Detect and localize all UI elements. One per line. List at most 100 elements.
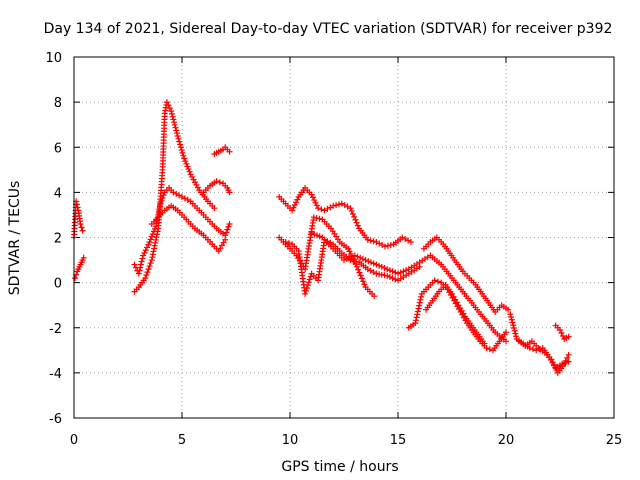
data-point <box>224 226 231 233</box>
data-point <box>373 261 380 268</box>
data-point <box>486 346 493 353</box>
data-point <box>172 124 179 131</box>
data-point <box>413 314 420 321</box>
series-track-j <box>282 236 423 297</box>
data-point <box>418 293 425 300</box>
data-point <box>330 202 337 209</box>
data-point <box>80 254 87 261</box>
data-point <box>368 259 374 266</box>
data-point <box>512 330 519 337</box>
data-point <box>136 267 143 274</box>
data-point <box>186 168 193 175</box>
data-point <box>513 333 520 340</box>
data-point <box>303 288 310 295</box>
data-point <box>412 317 419 324</box>
data-point <box>285 240 292 247</box>
data-point <box>177 141 184 148</box>
data-point <box>353 258 360 265</box>
data-point <box>356 269 363 276</box>
data-point <box>349 253 356 260</box>
data-point <box>170 116 177 123</box>
data-point <box>290 204 297 211</box>
data-point <box>308 229 315 236</box>
data-point <box>382 243 389 250</box>
data-point <box>147 260 154 267</box>
series-track-e <box>148 202 229 255</box>
data-point <box>562 357 569 364</box>
data-point <box>558 330 565 337</box>
y-tick-label: 10 <box>45 51 62 66</box>
series-track-c <box>131 184 233 277</box>
data-point <box>305 279 312 286</box>
data-point <box>289 207 296 214</box>
data-point <box>308 191 315 198</box>
data-point <box>415 305 422 312</box>
x-tick-label: 0 <box>70 433 78 448</box>
data-point <box>351 213 358 220</box>
data-point <box>370 260 377 267</box>
data-point <box>146 239 153 246</box>
data-point <box>357 254 364 261</box>
data-point <box>169 113 176 120</box>
data-point <box>163 99 170 106</box>
data-point <box>386 267 393 274</box>
data-point <box>226 220 233 227</box>
data-point <box>395 270 401 277</box>
data-point <box>371 293 378 300</box>
data-point <box>392 269 399 276</box>
data-point <box>530 346 536 353</box>
data-point <box>381 264 388 271</box>
data-point <box>302 290 309 297</box>
y-tick-label: 6 <box>54 141 62 156</box>
data-point <box>304 282 311 289</box>
data-point <box>282 239 289 246</box>
data-point <box>557 327 563 334</box>
data-point <box>565 358 572 365</box>
data-point <box>353 219 360 226</box>
data-point <box>184 163 191 170</box>
data-point <box>144 244 151 251</box>
data-point <box>316 215 323 222</box>
data-point <box>343 255 350 262</box>
data-point <box>318 206 325 213</box>
data-point <box>145 266 152 273</box>
series-track-h <box>276 184 414 250</box>
data-point <box>306 276 313 283</box>
data-point <box>364 236 371 243</box>
x-tick-label: 5 <box>178 433 186 448</box>
data-point <box>72 275 79 282</box>
data-point <box>77 220 84 227</box>
data-point <box>362 257 369 264</box>
data-point <box>341 257 347 264</box>
data-point <box>389 275 396 282</box>
data-point <box>211 205 218 212</box>
data-point <box>176 138 183 145</box>
data-point <box>139 255 146 262</box>
data-point <box>225 223 232 230</box>
data-point <box>310 214 317 221</box>
data-point <box>182 158 189 165</box>
data-point <box>142 275 149 282</box>
chart-title: Day 134 of 2021, Sidereal Day-to-day VTE… <box>44 21 613 37</box>
data-point <box>311 231 318 238</box>
data-point <box>168 110 175 117</box>
x-tick-label: 15 <box>390 433 407 448</box>
data-point <box>174 132 181 139</box>
data-point <box>226 189 233 196</box>
data-point <box>347 205 354 212</box>
data-point <box>314 232 320 239</box>
y-tick-label: -2 <box>49 322 62 337</box>
data-point <box>503 329 509 336</box>
data-point <box>140 252 147 259</box>
data-point <box>138 258 145 265</box>
data-point <box>392 276 399 283</box>
data-point <box>175 135 182 142</box>
data-point <box>416 302 423 309</box>
data-point <box>348 208 355 215</box>
data-point <box>367 237 374 244</box>
data-point <box>355 266 362 273</box>
data-point <box>386 273 393 280</box>
y-tick-label: 0 <box>54 277 62 292</box>
data-point <box>483 345 490 352</box>
data-point <box>559 333 566 340</box>
